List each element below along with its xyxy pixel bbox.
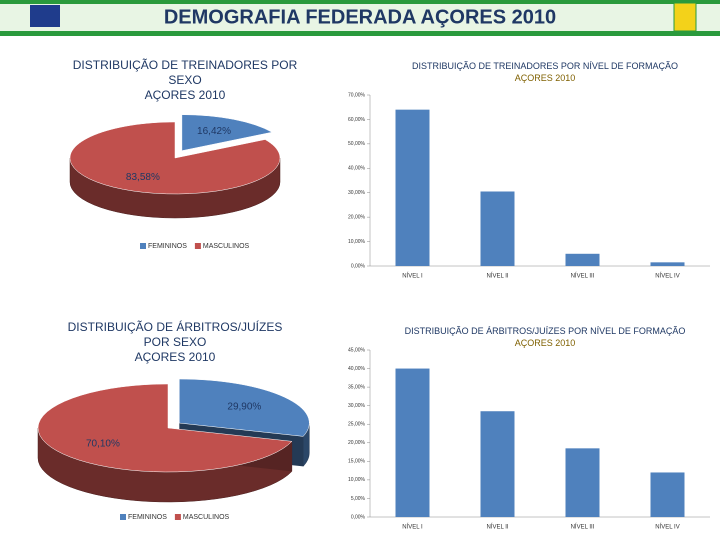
pie-slice xyxy=(181,114,273,151)
legend-swatch xyxy=(140,243,146,249)
legend-label: MASCULINOS xyxy=(183,514,230,521)
y-tick-label: 0,00% xyxy=(351,263,366,269)
y-tick-label: 20,00% xyxy=(348,440,366,446)
legend-swatch xyxy=(194,243,201,249)
legend-label: MASCULINOS xyxy=(203,243,250,250)
chart-title-block: DISTRIBUIÇÃO DE TREINADORES POR NÍVEL DE… xyxy=(380,60,710,84)
y-tick-label: 10,00% xyxy=(348,477,366,483)
y-tick-label: 30,00% xyxy=(348,403,366,409)
legend-swatch xyxy=(120,514,126,520)
bar xyxy=(395,109,430,267)
x-tick-label: NÍVEL I xyxy=(402,524,423,531)
chart-title-block: DISTRIBUIÇÃO DE ÁRBITROS/JUÍZES POR NÍVE… xyxy=(380,325,710,349)
data-label: 16,42% xyxy=(197,126,231,137)
x-tick-label: NÍVEL III xyxy=(571,273,595,280)
x-tick-label: NÍVEL IV xyxy=(655,524,679,531)
y-tick-label: 40,00% xyxy=(348,366,366,372)
y-tick-label: 0,00% xyxy=(351,514,366,520)
chart-title: DISTRIBUIÇÃO DE ÁRBITROS/JUÍZES POR SEXO xyxy=(67,320,283,349)
logo-right xyxy=(673,2,697,32)
y-tick-label: 10,00% xyxy=(348,239,366,245)
x-tick-label: NÍVEL II xyxy=(486,273,508,280)
x-tick-label: NÍVEL IV xyxy=(655,273,679,280)
chart-title: DISTRIBUIÇÃO DE TREINADORES POR SEXO xyxy=(72,58,298,87)
bar xyxy=(480,411,515,517)
chart-subtitle: AÇORES 2010 xyxy=(514,338,576,348)
y-tick-label: 5,00% xyxy=(351,496,366,502)
y-tick-label: 40,00% xyxy=(348,166,366,172)
x-tick-label: NÍVEL II xyxy=(486,524,508,531)
chart-subtitle: AÇORES 2010 xyxy=(514,73,576,83)
pie-slice xyxy=(179,378,310,437)
y-tick-label: 35,00% xyxy=(348,384,366,390)
y-tick-label: 20,00% xyxy=(348,214,366,220)
chart-title-block: DISTRIBUIÇÃO DE ÁRBITROS/JUÍZES POR SEXO… xyxy=(55,320,295,365)
data-label: 29,90% xyxy=(227,402,261,413)
chart-subtitle: AÇORES 2010 xyxy=(144,88,226,102)
slide-title: DEMOGRAFIA FEDERADA AÇORES 2010 xyxy=(164,6,556,28)
bar xyxy=(650,472,685,517)
bar xyxy=(395,368,430,517)
y-tick-label: 45,00% xyxy=(348,347,366,353)
logo-left xyxy=(30,5,60,27)
y-tick-label: 30,00% xyxy=(348,190,366,196)
chart-title: DISTRIBUIÇÃO DE TREINADORES POR NÍVEL DE… xyxy=(411,61,679,71)
header-strip xyxy=(0,4,720,31)
y-tick-label: 70,00% xyxy=(348,92,366,98)
bar xyxy=(650,262,685,266)
data-label: 70,10% xyxy=(86,439,120,450)
chart-title: DISTRIBUIÇÃO DE ÁRBITROS/JUÍZES POR NÍVE… xyxy=(404,326,686,336)
bar xyxy=(565,448,600,517)
y-tick-label: 60,00% xyxy=(348,117,366,123)
bar xyxy=(480,191,515,266)
chart-subtitle: AÇORES 2010 xyxy=(134,350,216,364)
pie-slice xyxy=(69,121,281,195)
bar xyxy=(565,253,600,266)
legend-label: FEMININOS xyxy=(148,243,187,250)
x-tick-label: NÍVEL I xyxy=(402,273,423,280)
chart-title-block: DISTRIBUIÇÃO DE TREINADORES POR SEXO AÇOR… xyxy=(70,58,300,103)
x-tick-label: NÍVEL III xyxy=(571,524,595,531)
legend-label: FEMININOS xyxy=(128,514,167,521)
y-tick-label: 50,00% xyxy=(348,141,366,147)
pie-slice xyxy=(37,383,293,473)
legend-swatch xyxy=(174,514,181,520)
data-label: 83,58% xyxy=(126,172,160,183)
y-tick-label: 25,00% xyxy=(348,422,366,428)
y-tick-label: 15,00% xyxy=(348,459,366,465)
